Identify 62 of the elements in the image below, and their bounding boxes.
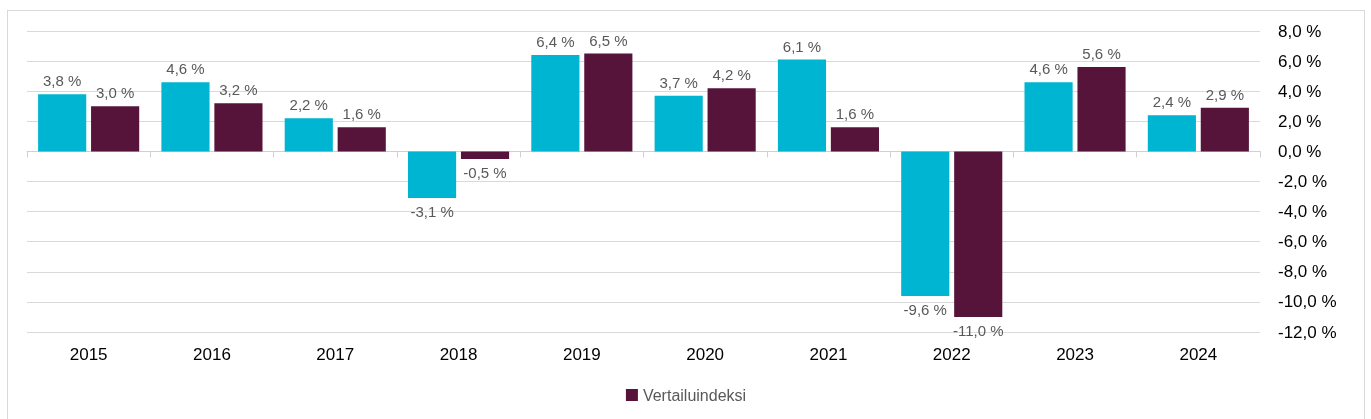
data-label: -9,6 %: [903, 300, 947, 318]
data-label: 3,0 %: [95, 84, 135, 102]
data-label: 6,5 %: [589, 31, 628, 49]
data-label: 4,6 %: [166, 60, 205, 78]
bar: [1024, 82, 1073, 152]
bar: [531, 55, 580, 152]
bar: [408, 151, 457, 199]
data-label: 1,6 %: [342, 105, 381, 123]
data-label: 3,2 %: [219, 81, 258, 99]
y-tick-label: -4,0 %: [1278, 202, 1328, 222]
data-label: 6,1 %: [782, 37, 822, 55]
x-tick-label: 2024: [1179, 345, 1218, 364]
x-tick-label: 2022: [932, 345, 971, 364]
x-tick-label: 2016: [193, 345, 231, 364]
data-label: -3,1 %: [410, 203, 454, 221]
bar: [161, 82, 210, 152]
y-tick-label: 4,0 %: [1278, 81, 1322, 101]
data-label: 6,4 %: [536, 33, 575, 51]
data-label: -11,0 %: [952, 321, 1004, 339]
data-label: 2,9 %: [1205, 85, 1245, 103]
legend-label: Vertailuindeksi: [642, 386, 747, 404]
x-tick-label: 2015: [69, 345, 108, 364]
bar: [954, 151, 1003, 317]
y-tick-label: 6,0 %: [1278, 51, 1322, 71]
bar: [460, 151, 510, 159]
x-tick-label: 2018: [439, 345, 478, 364]
data-label: 2,4 %: [1152, 93, 1192, 111]
y-tick-label: 2,0 %: [1278, 111, 1322, 131]
bar: [214, 103, 263, 152]
x-tick-label: 2020: [686, 345, 725, 364]
bar: [901, 151, 950, 296]
x-tick-label: 2017: [316, 345, 355, 364]
bar: [1147, 115, 1196, 152]
x-tick-label: 2021: [809, 345, 848, 364]
y-tick-label: -12,0 %: [1278, 322, 1337, 342]
bar: [777, 59, 827, 152]
bar: [38, 94, 87, 152]
data-label: 3,8 %: [42, 72, 82, 90]
data-label: 3,7 %: [659, 73, 698, 91]
y-tick-label: -8,0 %: [1278, 262, 1328, 282]
y-tick-label: 0,0 %: [1278, 141, 1322, 161]
bar: [91, 106, 140, 152]
bar: [1200, 107, 1249, 152]
bar: [830, 127, 879, 152]
y-tick-label: -10,0 %: [1278, 292, 1337, 312]
data-label: 4,6 %: [1029, 60, 1068, 78]
bar: [284, 118, 333, 152]
data-label: 2,2 %: [289, 96, 328, 114]
bar: [707, 88, 756, 152]
data-label: 4,2 %: [712, 66, 751, 84]
data-label: 1,6 %: [835, 105, 875, 123]
x-tick-label: 2023: [1056, 345, 1094, 364]
y-tick-label: -2,0 %: [1278, 172, 1328, 191]
y-tick-label: -6,0 %: [1278, 232, 1328, 252]
bar: [654, 95, 703, 152]
x-tick-label: 2019: [562, 345, 601, 364]
bar: [337, 127, 386, 152]
data-label: 5,6 %: [1082, 45, 1121, 63]
data-label: -0,5 %: [463, 163, 507, 181]
bar: [1077, 67, 1126, 152]
bar: [584, 53, 633, 152]
y-tick-label: 8,0 %: [1278, 21, 1322, 41]
